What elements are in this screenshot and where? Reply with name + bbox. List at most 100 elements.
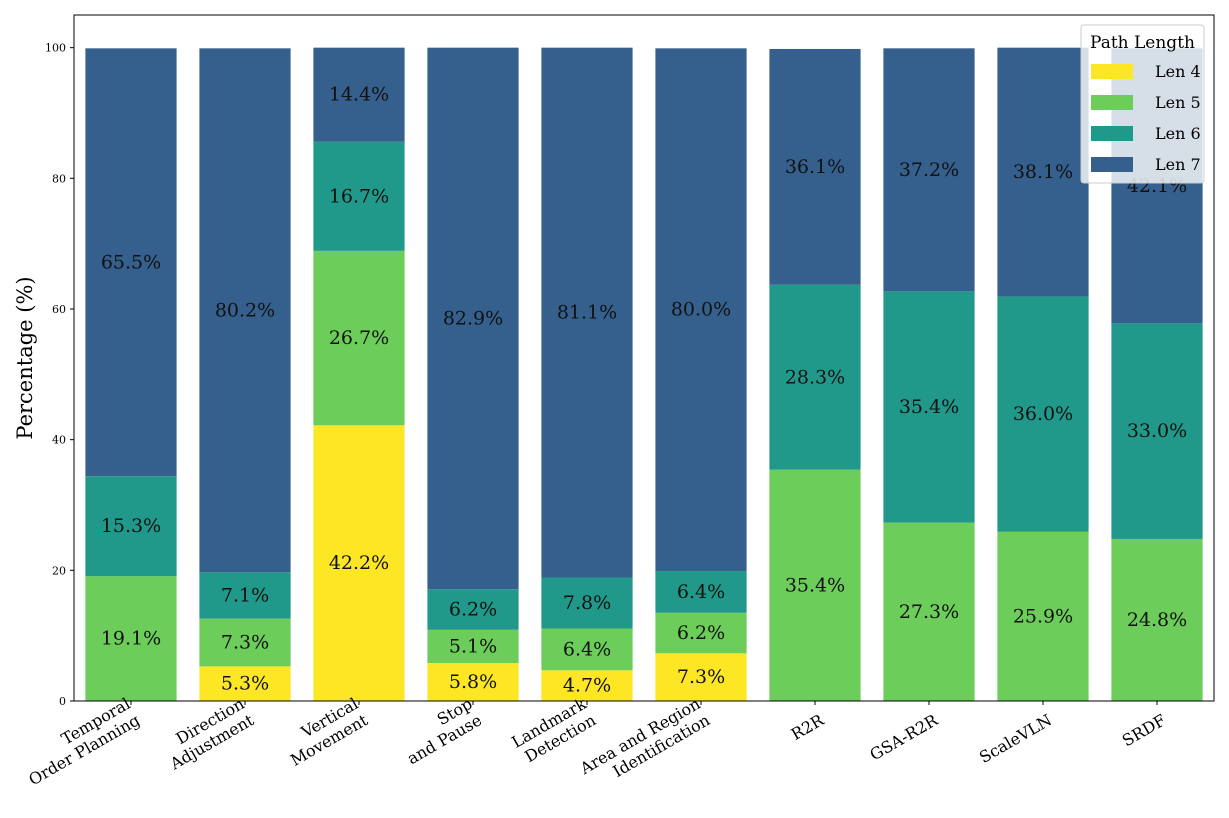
bar-len-5-2	[313, 250, 405, 426]
x-tick-label: Stopand Pause	[394, 694, 485, 768]
bar-len-7-5	[655, 48, 747, 571]
data-label: 6.4%	[677, 581, 725, 603]
data-label: 42.2%	[329, 552, 389, 574]
bar-len-6-3	[427, 589, 519, 630]
data-label: 15.3%	[101, 515, 161, 537]
x-tick-label: GSA-R2R	[867, 710, 942, 764]
legend-entry: Len 4	[1155, 62, 1201, 81]
data-label: 6.2%	[449, 599, 497, 621]
plot-frame	[73, 14, 1215, 702]
y-tick-label: 100	[45, 42, 66, 55]
bar-len-6-9	[1111, 323, 1203, 539]
data-label: 19.1%	[101, 628, 161, 650]
bar-len-5-5	[655, 612, 747, 654]
data-label: 4.7%	[563, 675, 611, 697]
data-label: 14.4%	[329, 84, 389, 106]
bar-len-5-4	[541, 628, 633, 671]
x-tick-label: DirectionAdjustment	[157, 694, 258, 774]
bar-len-5-9	[1111, 538, 1203, 701]
x-tick-label-line: SRDF	[1119, 710, 1169, 750]
bar-len-4-4	[541, 670, 633, 701]
data-label: 7.3%	[221, 632, 269, 654]
data-label: 5.8%	[449, 671, 497, 693]
bar-len-6-6	[769, 284, 861, 470]
bar-len-6-0	[85, 476, 177, 577]
x-tick-label: VerticalMovement	[278, 694, 372, 770]
x-tick-label: SRDF	[1119, 710, 1169, 750]
x-tick-label: R2R	[788, 710, 828, 744]
data-label: 24.8%	[1127, 609, 1187, 631]
bar-len-5-1	[199, 618, 291, 667]
y-tick-label: 80	[52, 172, 66, 185]
data-label: 25.9%	[1013, 605, 1073, 627]
data-label: 80.0%	[671, 299, 731, 321]
legend-swatch	[1091, 157, 1133, 172]
data-label: 5.3%	[221, 673, 269, 695]
legend-entry: Len 7	[1155, 155, 1201, 174]
data-label: 35.4%	[899, 396, 959, 418]
bar-len-5-6	[769, 469, 861, 701]
bar-len-5-3	[427, 629, 519, 664]
data-label: 65.5%	[101, 251, 161, 273]
y-tick-label: 40	[52, 434, 66, 447]
data-label: 7.1%	[221, 584, 269, 606]
bar-len-6-7	[883, 291, 975, 523]
bar-len-4-1	[199, 666, 291, 701]
data-label: 36.1%	[785, 156, 845, 178]
x-tick-label: ScaleVLN	[976, 710, 1055, 767]
y-tick-label: 20	[52, 564, 66, 577]
data-label: 6.4%	[563, 638, 611, 660]
legend-swatch	[1091, 95, 1133, 110]
legend-entry: Len 6	[1155, 124, 1201, 143]
data-label: 26.7%	[329, 327, 389, 349]
x-tick-label-line: R2R	[788, 710, 828, 744]
data-label: 6.2%	[677, 622, 725, 644]
bar-len-4-3	[427, 663, 519, 701]
x-tick-label: Area and RegionIdentification	[576, 694, 713, 795]
x-tick-label-line: ScaleVLN	[976, 710, 1055, 767]
y-tick-label: 60	[52, 303, 66, 316]
x-tick-label: TemporalOrder Planning	[16, 694, 143, 789]
legend: Path Length Len 4 Len 5 Len 6 Len 7	[1080, 24, 1205, 184]
bar-len-5-7	[883, 522, 975, 701]
bar-len-5-8	[997, 531, 1089, 701]
data-label: 7.8%	[563, 592, 611, 614]
bar-len-6-4	[541, 577, 633, 629]
legend-entry: Len 5	[1155, 93, 1201, 112]
data-label: 80.2%	[215, 299, 275, 321]
data-label: 82.9%	[443, 307, 503, 329]
y-tick-label: 0	[59, 695, 66, 708]
data-label: 16.7%	[329, 185, 389, 207]
data-label: 38.1%	[1013, 161, 1073, 183]
data-label: 27.3%	[899, 601, 959, 623]
data-label: 5.1%	[449, 635, 497, 657]
x-tick-label-line: GSA-R2R	[867, 710, 942, 764]
bar-len-7-7	[883, 48, 975, 292]
bar-len-4-2	[313, 425, 405, 701]
bar-len-7-8	[997, 47, 1089, 297]
bar-len-5-0	[85, 576, 177, 701]
x-axis: TemporalOrder Planning DirectionAdjustmen…	[16, 694, 1169, 795]
legend-swatch	[1091, 126, 1133, 141]
data-label: 37.2%	[899, 159, 959, 181]
legend-title: Path Length	[1090, 33, 1195, 53]
bar-len-7-3	[427, 47, 519, 590]
data-label: 35.4%	[785, 574, 845, 596]
bar-len-6-8	[997, 296, 1089, 532]
bar-len-4-5	[655, 653, 747, 701]
data-labels-layer: 19.1% 15.3% 65.5% 5.3% 7.3% 7.1% 80.2% 42.2% 26.…	[101, 84, 1187, 697]
data-label: 28.3%	[785, 366, 845, 388]
bar-len-7-1	[199, 48, 291, 573]
bar-len-6-5	[655, 570, 747, 613]
data-label: 36.0%	[1013, 403, 1073, 425]
bar-len-7-2	[313, 47, 405, 142]
data-label: 33.0%	[1127, 420, 1187, 442]
data-label: 81.1%	[557, 302, 617, 324]
bar-len-7-6	[769, 48, 861, 285]
y-axis-label: Percentage (%)	[13, 276, 37, 439]
bar-len-7-4	[541, 47, 633, 578]
legend-swatch	[1091, 64, 1133, 79]
bar-len-6-2	[313, 141, 405, 251]
bar-len-7-0	[85, 48, 177, 477]
